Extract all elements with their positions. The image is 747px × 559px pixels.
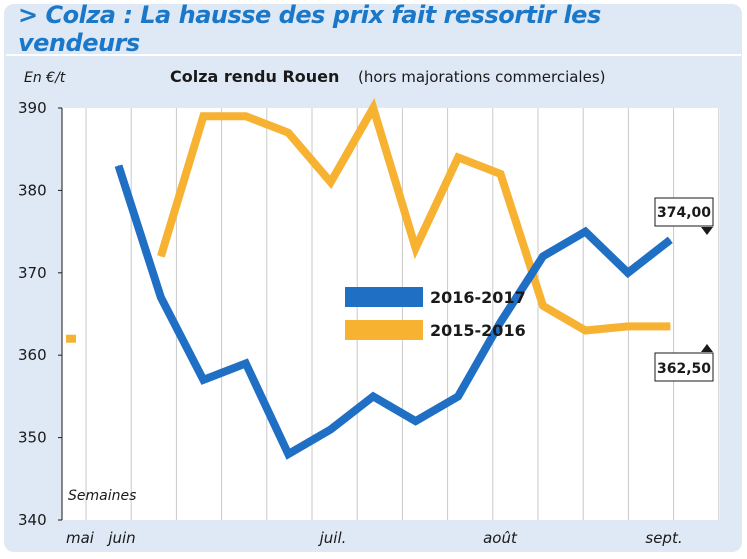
x-axis: mai juin juil. août sept.: [66, 529, 683, 547]
data-point: [457, 156, 459, 158]
y-tick-label: 380: [18, 181, 47, 199]
x-tick-label: août: [483, 529, 518, 547]
x-tick-label: juin: [106, 529, 135, 547]
data-point: [287, 132, 289, 134]
data-point: [245, 362, 247, 364]
y-tick-label: 370: [18, 264, 47, 282]
callout-value: 362,50: [657, 361, 711, 377]
data-point: [202, 115, 204, 117]
data-point: [372, 107, 374, 109]
series-markers: [66, 107, 671, 455]
unit-label: En €/t: [24, 70, 66, 86]
data-point: [372, 395, 374, 397]
data-point: [245, 115, 247, 117]
y-tick-label: 390: [18, 99, 47, 117]
data-point: [330, 181, 332, 183]
data-point: [415, 247, 417, 249]
data-point: [457, 395, 459, 397]
data-point: [160, 255, 162, 257]
y-tick-label: 360: [18, 346, 47, 364]
data-point: [584, 231, 586, 233]
y-tick-label: 350: [18, 429, 47, 447]
data-point: [627, 325, 629, 327]
x-tick-label: sept.: [645, 529, 682, 547]
callout-box: [654, 352, 714, 382]
x-tick-label: mai: [66, 529, 95, 547]
x-axis-label: Semaines: [68, 488, 136, 504]
chart-title: Colza rendu Rouen: [170, 67, 339, 86]
data-point: [202, 379, 204, 381]
y-axis: 340 350 360 370 380 390: [18, 99, 62, 529]
data-point: [287, 453, 289, 455]
callout-arrow: [701, 227, 713, 235]
end-label-2016-2017: 374,00: [654, 197, 714, 235]
legend: 2016-2017 2015-2016: [345, 287, 526, 340]
legend-swatch-2016-2017: [345, 287, 423, 307]
data-point: [669, 325, 671, 327]
data-point: [160, 297, 162, 299]
data-point: [330, 428, 332, 430]
legend-swatch-2015-2016: [345, 320, 423, 340]
legend-label-2016-2017: 2016-2017: [430, 288, 526, 307]
series-line-2016-2017: [114, 164, 673, 460]
gridlines: [61, 108, 720, 520]
data-point: [415, 420, 417, 422]
data-point: [627, 272, 629, 274]
title-divider: [6, 54, 741, 56]
data-point: [500, 321, 502, 323]
callout-value: 374,00: [657, 205, 711, 221]
y-tick-label: 340: [18, 511, 47, 529]
data-point: [542, 305, 544, 307]
callout-box: [654, 197, 714, 227]
end-label-2015-2016: 362,50: [654, 344, 714, 382]
legend-label-2015-2016: 2015-2016: [430, 321, 526, 340]
data-point: [542, 255, 544, 257]
data-point: [66, 334, 76, 343]
chart-subtitle: (hors majorations commerciales): [358, 68, 606, 86]
callout-arrow: [701, 344, 713, 352]
data-point: [117, 165, 119, 167]
x-tick-label: juil.: [318, 529, 347, 547]
data-point: [500, 173, 502, 175]
data-point: [584, 329, 586, 331]
data-point: [669, 239, 671, 241]
